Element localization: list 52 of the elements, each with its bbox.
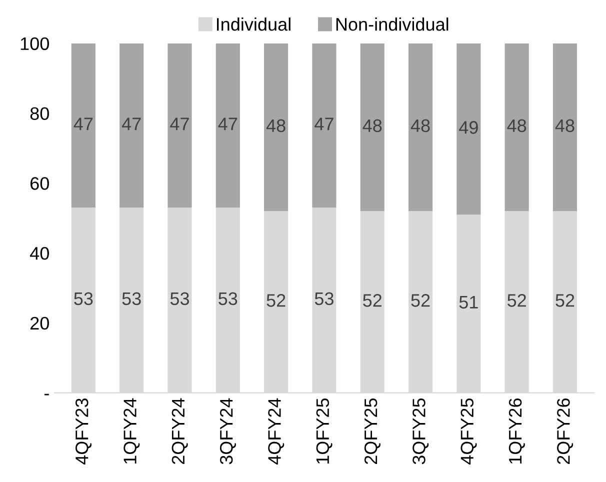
bar [360,43,384,212]
data-label: 47 [314,118,334,130]
x-tick-label: 4QFY24 [268,398,284,465]
data-label: 47 [170,118,189,130]
data-label: 51 [459,296,478,309]
bar [312,43,336,208]
y-tick-label: 40 [30,246,49,260]
data-label: 52 [508,294,526,307]
bar [456,43,481,215]
data-label: 47 [122,118,141,130]
bar [264,43,288,212]
y-tick-label: 20 [30,316,49,330]
x-tick-label: 3QFY25 [412,398,429,464]
data-label: 53 [122,292,141,306]
x-tick-label: 2QFY25 [364,398,380,464]
y-tick-label: 100 [20,37,49,50]
x-tick-label: 2QFY26 [557,398,574,464]
data-label: 53 [218,292,238,306]
data-label: 49 [459,121,478,134]
bar [71,43,96,208]
data-label: 47 [74,118,93,130]
data-label: 52 [556,294,574,307]
data-label: 53 [314,292,334,306]
data-label: 48 [555,119,574,132]
bar [504,43,529,212]
data-label: 48 [266,119,286,132]
y-tick-label: 80 [30,107,49,120]
x-tick-label: 2QFY24 [172,398,188,464]
data-label: 47 [218,118,238,130]
bar [120,43,144,208]
data-label: 52 [363,294,382,307]
x-tick-label: 4QFY23 [75,398,92,465]
data-label: 52 [266,294,286,307]
legend-label: Individual [216,18,290,31]
bar [168,43,192,208]
legend-label: Non-individual [336,18,448,31]
bar [408,43,433,212]
data-label: 48 [410,119,430,132]
data-label: 48 [507,119,526,132]
bar [216,43,240,208]
bar [552,43,578,212]
x-tick-label: 1QFY25 [316,398,332,464]
data-label: 53 [170,292,189,306]
x-tick-label: 1QFY26 [508,398,525,464]
data-label: 53 [74,292,93,306]
data-label: 48 [362,119,382,132]
data-label: 52 [411,294,430,307]
y-tick-label: - [44,394,49,396]
y-tick-label: 60 [30,177,49,190]
x-tick-label: 3QFY24 [220,398,236,464]
x-tick-label: 4QFY25 [460,398,477,465]
x-tick-label: 1QFY24 [124,398,140,464]
